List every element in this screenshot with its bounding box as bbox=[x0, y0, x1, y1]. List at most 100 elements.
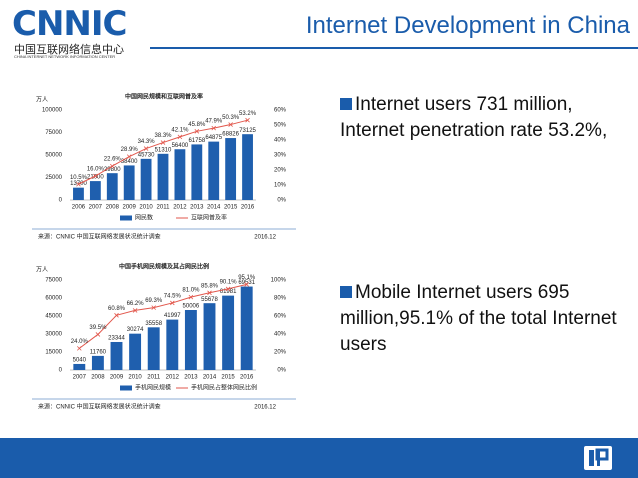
bar-value-label: 21000 bbox=[87, 175, 104, 181]
bar bbox=[129, 333, 142, 370]
x-tick-label: 2013 bbox=[190, 205, 204, 211]
chart-title: 中国手机网民规模及其占网民比例 bbox=[119, 263, 209, 271]
line-marker bbox=[151, 305, 156, 310]
bar bbox=[147, 327, 160, 370]
line-value-label: 39.5% bbox=[89, 325, 107, 331]
header-rule bbox=[150, 47, 638, 49]
y-tick-label: 30000 bbox=[45, 332, 62, 338]
x-tick-label: 2010 bbox=[128, 375, 142, 381]
bar bbox=[91, 355, 104, 370]
bar-value-label: 23344 bbox=[108, 336, 125, 342]
line-value-label: 69.3% bbox=[145, 298, 163, 304]
line-marker bbox=[245, 117, 250, 123]
x-tick-label: 2011 bbox=[157, 205, 171, 211]
bar bbox=[166, 319, 179, 370]
y-axis-label: 万人 bbox=[36, 97, 48, 104]
y2-tick-label: 80% bbox=[274, 296, 287, 302]
bar bbox=[110, 341, 123, 370]
x-tick-label: 2015 bbox=[221, 375, 235, 381]
slide-title: Internet Development in China bbox=[305, 12, 630, 39]
x-tick-label: 2011 bbox=[147, 375, 161, 381]
footer-icon bbox=[584, 446, 612, 470]
line-value-label: 66.2% bbox=[127, 301, 145, 307]
y2-tick-label: 40% bbox=[274, 332, 287, 338]
bar-value-label: 73125 bbox=[239, 128, 256, 134]
x-tick-label: 2016 bbox=[240, 375, 254, 381]
bar-value-label: 55678 bbox=[201, 297, 218, 303]
bar-value-label: 64875 bbox=[205, 135, 222, 141]
bar-value-label: 69531 bbox=[238, 280, 255, 286]
y-tick-label: 15000 bbox=[45, 350, 62, 356]
line-value-label: 81.0% bbox=[182, 288, 200, 294]
x-tick-label: 2007 bbox=[89, 205, 103, 211]
bar-value-label: 61758 bbox=[188, 138, 205, 144]
y2-tick-label: 40% bbox=[274, 138, 287, 144]
line-marker bbox=[126, 154, 132, 159]
line-value-label: 10.5% bbox=[70, 175, 88, 181]
bar bbox=[191, 144, 203, 200]
line-marker bbox=[228, 122, 233, 127]
y-tick-label: 75000 bbox=[45, 278, 62, 284]
x-tick-label: 2012 bbox=[173, 205, 187, 211]
y-tick-label: 50000 bbox=[45, 153, 62, 159]
y-tick-label: 0 bbox=[59, 198, 63, 204]
x-tick-label: 2009 bbox=[110, 375, 124, 381]
bullet: Internet users 731 million, Internet pen… bbox=[340, 92, 630, 144]
source: 来源：CNNIC 中国互联网络发展状况统计调查 bbox=[38, 233, 161, 241]
legend-label: 互联网普及率 bbox=[191, 214, 227, 222]
bar bbox=[225, 138, 237, 200]
bar-value-label: 56400 bbox=[172, 143, 189, 149]
y2-tick-label: 60% bbox=[274, 108, 287, 114]
bar bbox=[174, 149, 186, 200]
line-marker bbox=[109, 163, 115, 169]
y-tick-label: 60000 bbox=[45, 296, 62, 302]
line-value-label: 38.3% bbox=[154, 133, 172, 139]
line-value-label: 95.1% bbox=[238, 275, 256, 281]
bar bbox=[184, 309, 197, 370]
y-tick-label: 25000 bbox=[45, 175, 62, 181]
bar bbox=[89, 181, 101, 200]
x-tick-label: 2012 bbox=[166, 375, 180, 381]
bar-value-label: 5040 bbox=[73, 358, 87, 364]
y2-tick-label: 0% bbox=[277, 198, 286, 204]
date: 2016.12 bbox=[254, 405, 276, 411]
bar bbox=[208, 141, 220, 200]
bar bbox=[157, 153, 169, 200]
line-marker bbox=[225, 286, 231, 292]
bar bbox=[140, 158, 152, 200]
bar-value-label: 50006 bbox=[183, 304, 200, 310]
y-tick-label: 45000 bbox=[45, 314, 62, 320]
y-tick-label: 0 bbox=[59, 368, 63, 374]
y2-tick-label: 0% bbox=[277, 368, 286, 374]
line-value-label: 24.0% bbox=[71, 339, 89, 345]
line-value-label: 47.9% bbox=[205, 119, 223, 125]
line-value-label: 42.1% bbox=[171, 127, 189, 133]
x-tick-label: 2008 bbox=[106, 205, 120, 211]
x-tick-label: 2014 bbox=[203, 375, 217, 381]
bar bbox=[240, 286, 253, 370]
chart-title: 中国网民规模和互联网普及率 bbox=[125, 93, 203, 101]
legend-label: 手机网民规模 bbox=[135, 384, 171, 392]
bar-value-label: 68826 bbox=[222, 132, 239, 138]
x-tick-label: 2008 bbox=[91, 375, 105, 381]
line-marker bbox=[95, 332, 101, 337]
line-marker bbox=[132, 308, 138, 313]
y2-tick-label: 100% bbox=[271, 278, 287, 284]
line-marker bbox=[77, 346, 82, 351]
y2-tick-label: 10% bbox=[274, 183, 287, 189]
footer-band bbox=[0, 438, 638, 478]
line-marker bbox=[211, 125, 217, 131]
y2-tick-label: 50% bbox=[274, 123, 287, 129]
legend-label: 手机网民占整体网民比例 bbox=[191, 384, 257, 392]
line-marker bbox=[93, 173, 98, 179]
y2-tick-label: 60% bbox=[274, 314, 287, 320]
line-value-label: 16.0% bbox=[87, 167, 105, 173]
y-axis-label: 万人 bbox=[36, 267, 48, 274]
bar-value-label: 51310 bbox=[155, 147, 172, 153]
line-marker bbox=[114, 312, 119, 318]
bar-value-label: 45730 bbox=[138, 152, 155, 158]
line-value-label: 34.3% bbox=[138, 139, 156, 145]
line-value-label: 85.8% bbox=[201, 283, 219, 289]
